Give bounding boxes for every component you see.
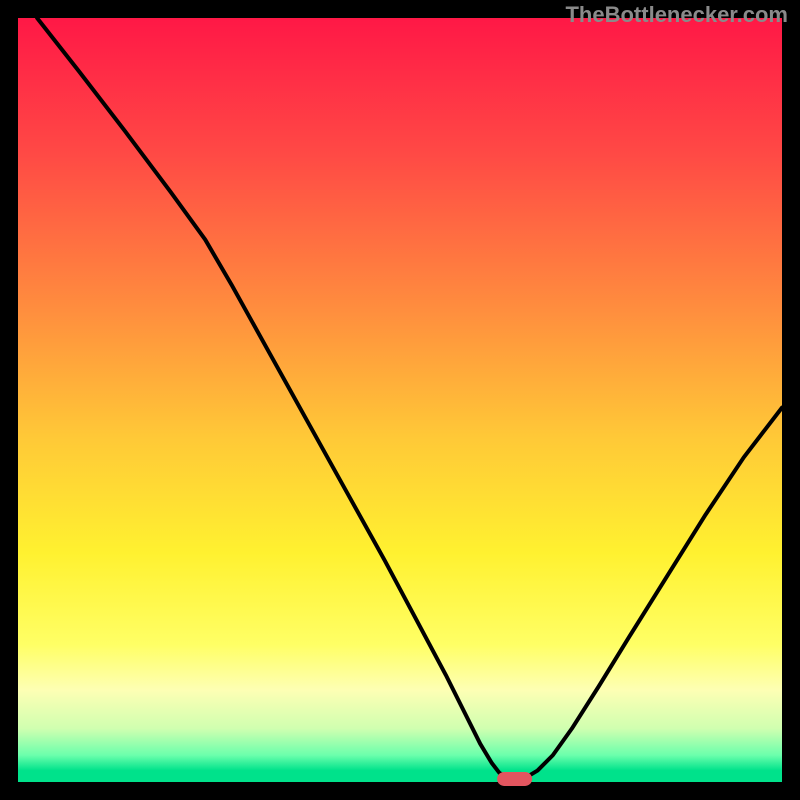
bottleneck-chart xyxy=(0,0,800,800)
optimal-marker xyxy=(497,772,532,786)
gradient-background xyxy=(18,18,782,782)
watermark-text: TheBottlenecker.com xyxy=(565,2,788,28)
